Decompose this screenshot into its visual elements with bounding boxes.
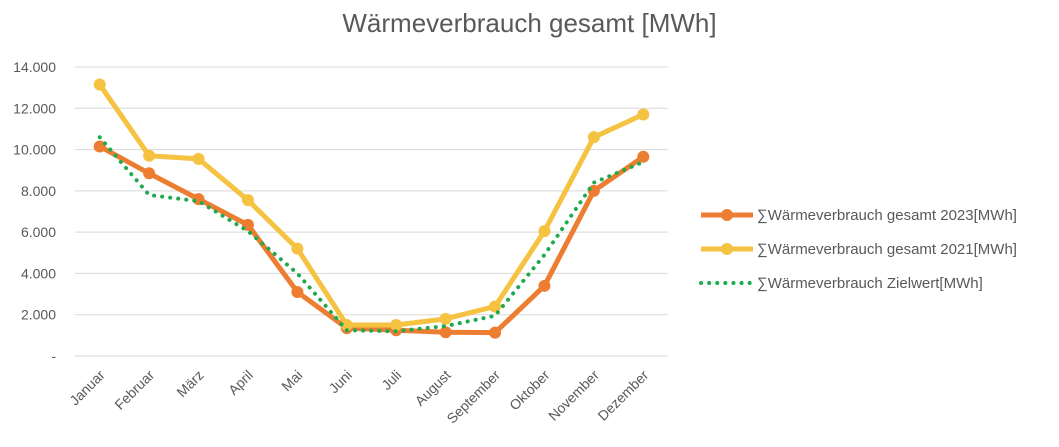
y-axis-labels: - 2.000 4.000 6.000 8.000 10.000 12.000 14.000 (13, 59, 56, 364)
legend-label: ∑Wärmeverbrauch gesamt 2023[MWh] (757, 207, 1017, 224)
series-line (97, 82, 646, 328)
data-point (489, 326, 502, 339)
data-point (439, 312, 452, 325)
y-tick-label: 8.000 (21, 183, 56, 199)
series-1 (93, 140, 650, 339)
series-group (93, 78, 650, 339)
y-tick-label: - (51, 348, 56, 364)
gridlines (75, 66, 668, 357)
data-point (241, 194, 254, 207)
data-point (637, 150, 650, 163)
data-point (587, 131, 600, 144)
x-tick-label: Februar (111, 367, 157, 413)
data-point (291, 242, 304, 255)
x-tick-label: Oktober (506, 367, 553, 414)
data-point (93, 78, 106, 91)
data-point (538, 225, 551, 238)
x-tick-label: Dezember (594, 367, 651, 424)
data-point (143, 167, 156, 180)
x-tick-label: Januar (66, 367, 108, 409)
x-tick-label: November (545, 367, 602, 424)
x-tick-label: April (225, 367, 256, 398)
series-2 (93, 78, 650, 332)
x-tick-label: August (412, 367, 454, 409)
x-tick-label: Juli (378, 367, 404, 393)
legend: ∑Wärmeverbrauch gesamt 2023[MWh] ∑Wärmeve… (699, 207, 1017, 292)
data-point (340, 319, 353, 332)
legend-item: ∑Wärmeverbrauch gesamt 2023[MWh] (701, 207, 1017, 224)
x-tick-label: Mai (278, 367, 305, 394)
legend-label: ∑Wärmeverbrauch gesamt 2021[MWh] (757, 241, 1017, 258)
series-3 (97, 135, 646, 334)
y-tick-label: 14.000 (13, 59, 56, 75)
legend-label: ∑Wärmeverbrauch Zielwert[MWh] (757, 275, 983, 292)
y-tick-label: 12.000 (13, 100, 56, 116)
data-point (93, 140, 106, 153)
series-line (97, 143, 646, 336)
x-tick-label: September (443, 367, 503, 427)
y-tick-label: 6.000 (21, 224, 56, 240)
data-point (439, 326, 452, 339)
data-point (291, 286, 304, 299)
data-point (489, 300, 502, 313)
data-point (143, 149, 156, 162)
data-point (538, 279, 551, 292)
legend-item: ∑Wärmeverbrauch gesamt 2021[MWh] (701, 241, 1017, 258)
data-point (390, 319, 403, 332)
x-tick-label: Juni (325, 367, 354, 396)
legend-marker (721, 209, 733, 221)
x-tick-label: März (173, 367, 206, 400)
y-tick-label: 2.000 (21, 307, 56, 323)
y-tick-label: 4.000 (21, 265, 56, 281)
x-axis-labels: Januar Februar März April Mai Juni Juli AugustS… (66, 367, 651, 427)
legend-item: ∑Wärmeverbrauch Zielwert[MWh] (699, 275, 983, 292)
y-tick-label: 10.000 (13, 142, 56, 158)
series-line-dotted (97, 135, 646, 334)
chart-title: Wärmeverbrauch gesamt [MWh] (342, 8, 717, 38)
data-point (637, 108, 650, 121)
legend-marker (721, 243, 733, 255)
data-point (192, 152, 205, 165)
